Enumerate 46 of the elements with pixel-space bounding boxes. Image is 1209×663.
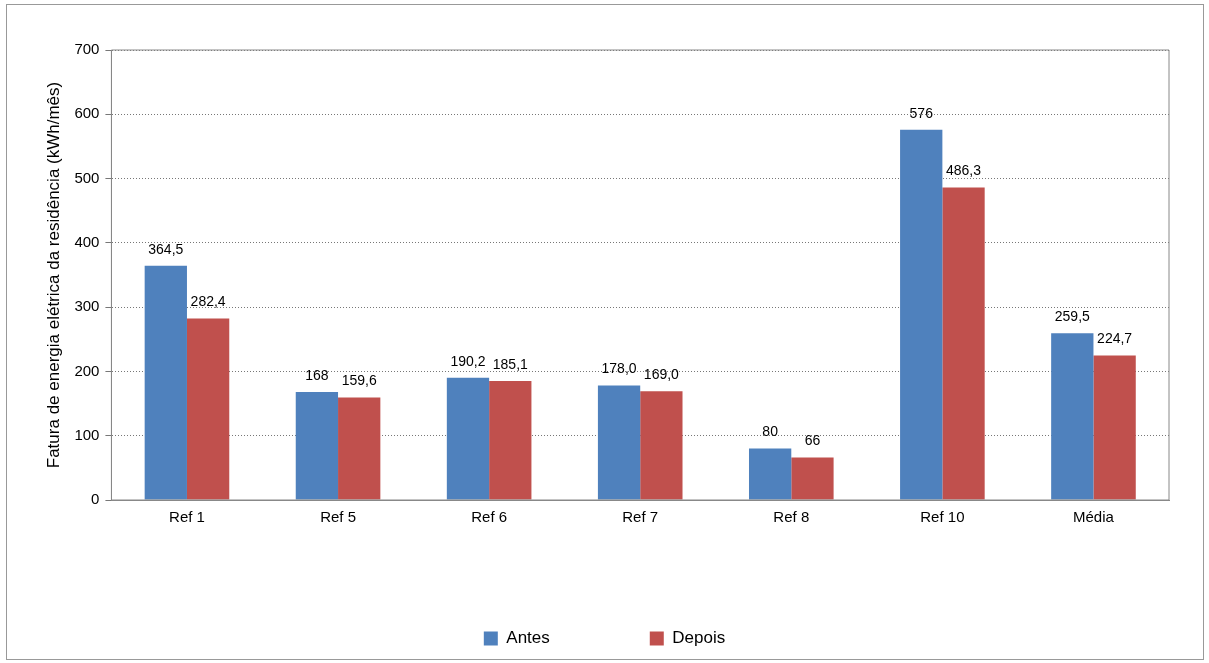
data-label: 259,5 [1054, 308, 1091, 325]
legend-label: Depois [672, 628, 726, 648]
bar [338, 397, 381, 500]
bar [791, 457, 834, 500]
data-label: 576 [909, 104, 934, 121]
bar [942, 187, 985, 500]
data-label: 185,1 [492, 355, 529, 372]
x-tick-label: Ref 1 [169, 508, 205, 526]
bar [1093, 355, 1136, 500]
y-tick-label: 600 [74, 104, 100, 122]
x-tick-label: Ref 8 [773, 508, 810, 526]
y-axis-title: Fatura de energia elétrica da residência (kWh/mês) [43, 81, 63, 469]
data-label: 190,2 [450, 352, 486, 369]
x-tick-label: Ref 7 [622, 508, 659, 526]
y-tick-label: 0 [91, 490, 100, 508]
y-tick-label: 400 [74, 233, 100, 250]
bar [1051, 333, 1094, 500]
data-label: 169,0 [643, 366, 680, 383]
x-tick-label: Ref 5 [320, 508, 356, 526]
y-tick-label: 200 [74, 361, 100, 379]
y-tick-label: 100 [74, 425, 100, 443]
data-label: 364,5 [148, 240, 184, 257]
bar [186, 318, 230, 500]
data-label: 224,7 [1097, 330, 1133, 347]
bar [900, 129, 943, 500]
bar [295, 392, 339, 500]
data-label: 178,0 [601, 360, 637, 377]
bar [489, 381, 532, 500]
bar [597, 385, 641, 500]
data-label: 168 [305, 366, 329, 383]
data-label: 80 [762, 423, 779, 440]
x-tick-label: Média [1073, 508, 1115, 526]
data-label: 486,3 [946, 162, 982, 179]
bar [446, 377, 490, 500]
data-label: 159,6 [341, 372, 377, 389]
x-tick-label: Ref 10 [920, 508, 965, 526]
x-tick-label: Ref 6 [471, 508, 508, 526]
data-label: 282,4 [190, 293, 226, 310]
y-tick-label: 300 [74, 297, 100, 315]
y-tick-label: 700 [74, 40, 100, 58]
legend-label: Antes [506, 628, 550, 648]
bar [640, 391, 683, 500]
bar [144, 265, 187, 500]
data-label: 66 [804, 432, 821, 449]
bar [748, 448, 792, 500]
y-tick-label: 500 [74, 168, 100, 186]
